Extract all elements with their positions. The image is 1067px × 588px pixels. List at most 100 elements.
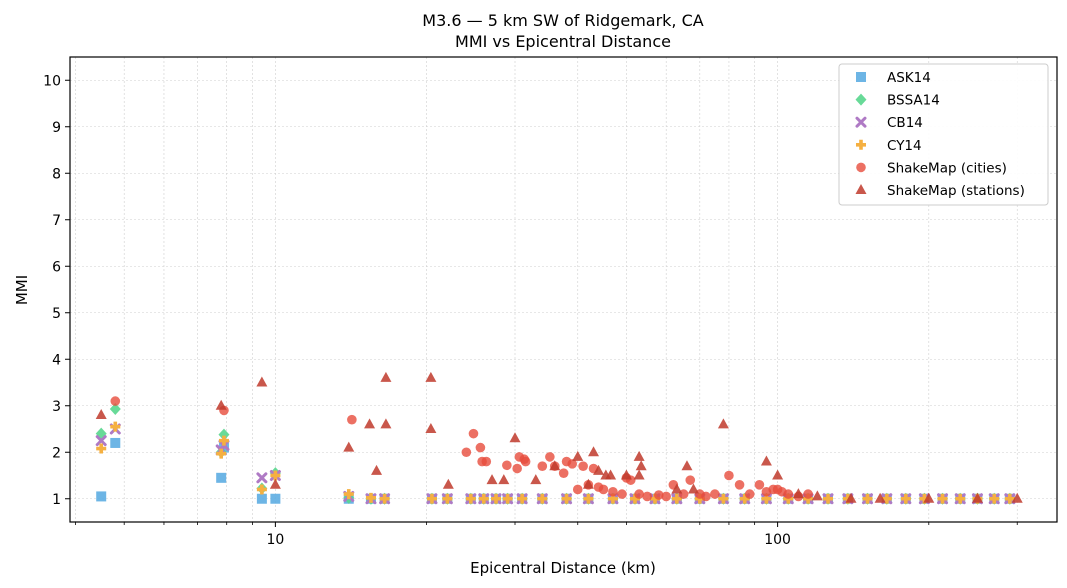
data-point bbox=[572, 450, 584, 461]
data-point bbox=[256, 484, 267, 495]
data-point bbox=[256, 472, 268, 484]
data-point bbox=[744, 489, 755, 499]
y-tick-label: 8 bbox=[52, 166, 61, 182]
data-point bbox=[593, 464, 605, 475]
data-point bbox=[823, 493, 834, 504]
data-point bbox=[620, 469, 632, 480]
data-point bbox=[760, 455, 772, 466]
data-point bbox=[803, 489, 813, 499]
data-point bbox=[955, 493, 966, 504]
data-point bbox=[588, 446, 600, 457]
data-point bbox=[364, 418, 376, 429]
data-point bbox=[633, 450, 645, 461]
data-point bbox=[572, 484, 583, 495]
data-point bbox=[465, 493, 476, 504]
data-point bbox=[520, 456, 531, 467]
data-point bbox=[583, 493, 594, 504]
data-point bbox=[216, 472, 227, 483]
data-point bbox=[661, 491, 671, 502]
data-point bbox=[270, 493, 281, 504]
data-point bbox=[772, 469, 784, 480]
data-point bbox=[561, 493, 572, 504]
y-tick-label: 4 bbox=[52, 352, 61, 368]
data-point bbox=[634, 489, 644, 499]
data-point bbox=[110, 421, 121, 432]
y-tick-label: 10 bbox=[43, 73, 61, 89]
data-point bbox=[110, 396, 121, 406]
data-point bbox=[923, 492, 935, 503]
legend-label: CB14 bbox=[887, 115, 923, 131]
data-point bbox=[426, 493, 437, 504]
legend-label: ShakeMap (stations) bbox=[887, 183, 1025, 199]
legend-marker bbox=[856, 72, 866, 82]
data-point bbox=[874, 492, 886, 503]
data-point bbox=[343, 441, 355, 452]
data-point bbox=[481, 456, 492, 467]
data-point bbox=[792, 488, 804, 499]
legend: ASK14 BSSA14 CB14 CY14 ShakeMap (cities) Shak… bbox=[838, 63, 1049, 206]
data-point bbox=[617, 489, 627, 499]
data-point bbox=[442, 493, 453, 504]
data-point bbox=[739, 493, 750, 504]
chart-title: M3.6 — 5 km SW of Ridgemark, CA bbox=[422, 11, 703, 30]
data-point bbox=[530, 474, 542, 485]
series-circle bbox=[110, 396, 813, 502]
data-point bbox=[218, 428, 230, 441]
data-point bbox=[95, 435, 107, 447]
grid-lines bbox=[70, 57, 1057, 522]
data-point bbox=[110, 437, 121, 448]
plot-frame bbox=[69, 56, 1058, 523]
legend-label: ShakeMap (cities) bbox=[887, 160, 1007, 176]
legend-marker bbox=[856, 139, 866, 150]
data-point bbox=[717, 418, 729, 429]
data-point bbox=[718, 493, 729, 504]
data-point bbox=[608, 486, 618, 497]
data-point bbox=[512, 463, 522, 474]
data-point bbox=[605, 469, 617, 480]
data-point bbox=[701, 491, 711, 502]
data-point bbox=[724, 470, 734, 481]
data-point bbox=[937, 493, 948, 504]
data-point bbox=[256, 376, 268, 387]
data-point bbox=[783, 489, 794, 499]
data-point bbox=[96, 443, 107, 454]
data-point bbox=[578, 461, 588, 472]
data-point bbox=[1011, 492, 1023, 503]
data-point bbox=[215, 399, 227, 410]
data-point bbox=[256, 493, 267, 504]
data-point bbox=[1004, 493, 1015, 504]
data-point bbox=[687, 483, 699, 494]
data-point bbox=[380, 418, 392, 429]
data-point bbox=[269, 478, 281, 489]
data-point bbox=[537, 461, 548, 472]
legend-label: CY14 bbox=[887, 138, 922, 154]
data-point bbox=[109, 403, 121, 416]
y-tick-label: 9 bbox=[52, 120, 61, 136]
legend-marker bbox=[856, 162, 866, 173]
data-point bbox=[486, 474, 498, 485]
data-point bbox=[598, 484, 609, 495]
y-tick-label: 2 bbox=[52, 445, 61, 461]
chart-subtitle: MMI vs Epicentral Distance bbox=[455, 32, 671, 51]
data-point bbox=[681, 460, 693, 471]
data-point bbox=[900, 493, 911, 504]
data-point bbox=[671, 493, 682, 504]
data-point bbox=[475, 442, 486, 453]
data-point bbox=[478, 493, 489, 504]
data-point bbox=[502, 493, 513, 504]
data-point bbox=[549, 460, 561, 471]
data-point bbox=[971, 492, 983, 503]
x-axis-label: Epicentral Distance (km) bbox=[470, 559, 656, 577]
data-point bbox=[498, 474, 510, 485]
legend-marker bbox=[855, 116, 867, 128]
legend-label: BSSA14 bbox=[887, 93, 940, 109]
data-point bbox=[710, 489, 720, 499]
data-point bbox=[653, 490, 664, 500]
data-point bbox=[218, 435, 229, 446]
data-point bbox=[379, 493, 390, 504]
data-point bbox=[754, 480, 765, 490]
data-point bbox=[216, 448, 227, 459]
data-point bbox=[582, 478, 594, 489]
legend-label: ASK14 bbox=[887, 70, 931, 86]
